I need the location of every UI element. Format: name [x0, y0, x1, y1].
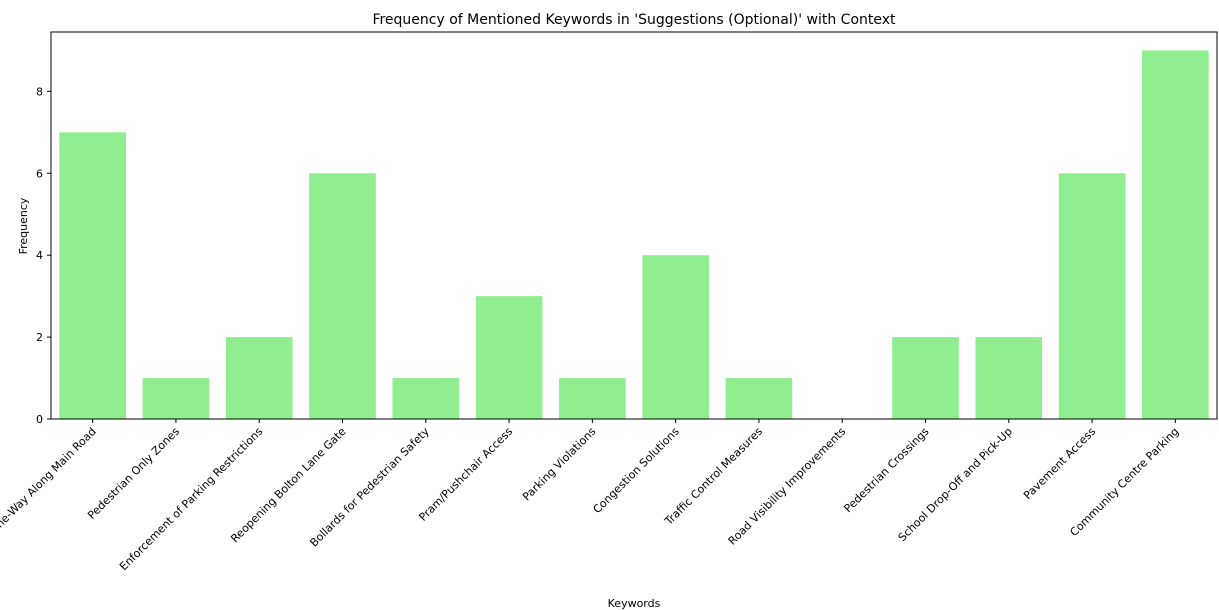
x-tick-label: Pedestrian Only Zones: [85, 425, 182, 522]
bar: [392, 378, 460, 419]
bar: [1058, 173, 1126, 419]
bar: [142, 378, 210, 419]
chart-title: Frequency of Mentioned Keywords in 'Sugg…: [372, 12, 896, 28]
bar: [309, 173, 376, 419]
bar: [975, 337, 1043, 419]
x-tick-label: Traffic Control Measures: [662, 425, 766, 529]
y-tick-label: 2: [36, 331, 43, 344]
y-axis-label: Frequency: [17, 197, 30, 254]
x-tick-label: Pavement Access: [1021, 425, 1098, 502]
bar: [642, 255, 709, 419]
x-axis-label: Keywords: [608, 597, 661, 610]
bar: [475, 296, 543, 419]
bars-group: [59, 50, 1209, 420]
y-tick-label: 4: [36, 249, 43, 262]
bar: [892, 337, 959, 419]
y-tick-label: 6: [36, 167, 43, 180]
x-tick-label: Congestion Solutions: [591, 425, 682, 516]
y-axis-ticks: 0 2 4 6 8: [36, 85, 51, 426]
y-tick-label: 0: [36, 413, 43, 426]
x-tick-label: Pram/Pushchair Access: [416, 425, 515, 524]
x-tick-label: Pedestrian Crossings: [841, 425, 931, 515]
bar: [59, 132, 126, 420]
x-tick-label: One-Way Along Main Road: [0, 425, 99, 537]
x-tick-label: Parking Violations: [520, 425, 599, 504]
bar: [559, 378, 626, 419]
y-tick-label: 8: [36, 85, 43, 98]
bar: [225, 337, 293, 419]
bar: [725, 378, 793, 419]
x-tick-label: Enforcement of Parking Restrictions: [117, 425, 265, 573]
plot-frame: [50, 31, 1218, 420]
bar: [1142, 50, 1209, 420]
